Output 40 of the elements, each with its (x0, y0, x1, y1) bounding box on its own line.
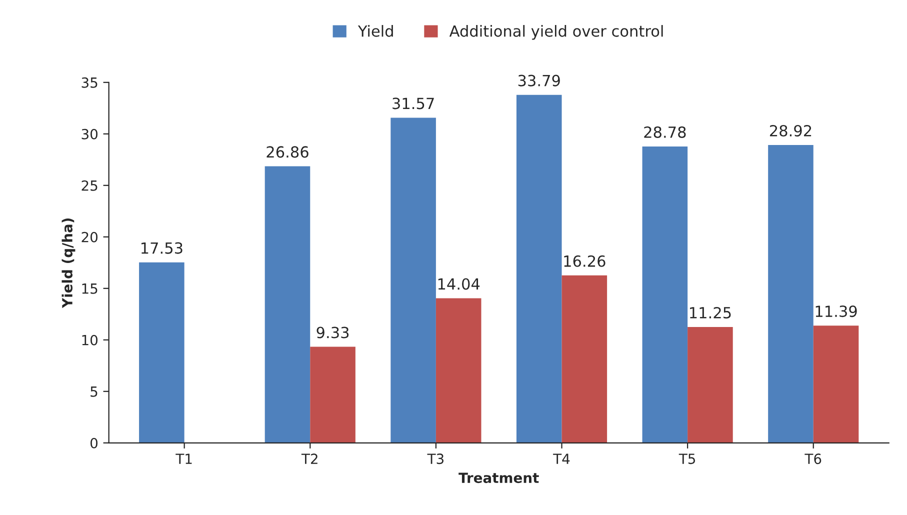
data-label: 33.79 (518, 74, 560, 86)
bar (390, 118, 436, 443)
data-label: 14.04 (438, 278, 480, 290)
x-tick-label: T5 (678, 454, 696, 464)
x-tick-label: T4 (553, 454, 570, 464)
bar (813, 326, 859, 443)
x-axis-title: Treatment (458, 472, 539, 484)
data-label: 28.92 (770, 124, 812, 137)
y-tick-label: 5 (90, 386, 98, 397)
y-tick-label: 25 (82, 180, 98, 191)
y-tick-label: 15 (82, 284, 98, 294)
legend-label: Additional yield over control (449, 25, 663, 40)
y-tick-label: 10 (82, 334, 98, 346)
bar (436, 298, 482, 443)
y-axis-title: Yield (q/ha) (62, 218, 76, 308)
data-label: 11.39 (816, 306, 857, 318)
bar (562, 275, 608, 443)
x-tick-label: T1 (176, 454, 192, 464)
y-tick-label: 0 (90, 438, 98, 448)
data-label: 11.25 (690, 306, 731, 319)
data-label: 16.26 (564, 255, 606, 267)
y-tick-label: 30 (82, 128, 98, 140)
data-label: 31.57 (392, 98, 434, 110)
y-tick-label: 20 (82, 232, 98, 242)
bar (264, 166, 310, 443)
data-label: 26.86 (266, 146, 308, 158)
data-label: 9.33 (316, 326, 349, 338)
bar (310, 346, 356, 443)
legend-label: Yield (358, 25, 393, 37)
bar (688, 327, 733, 443)
y-tick-label: 35 (82, 77, 98, 88)
data-label: 28.78 (644, 126, 686, 138)
data-label: 17.53 (141, 242, 182, 254)
x-tick-label: T2 (301, 454, 318, 464)
bar (516, 94, 562, 443)
bar (768, 145, 814, 443)
bar (139, 262, 184, 443)
x-tick-label: T3 (427, 454, 444, 464)
bar (642, 146, 688, 443)
x-tick-label: T6 (804, 454, 822, 464)
